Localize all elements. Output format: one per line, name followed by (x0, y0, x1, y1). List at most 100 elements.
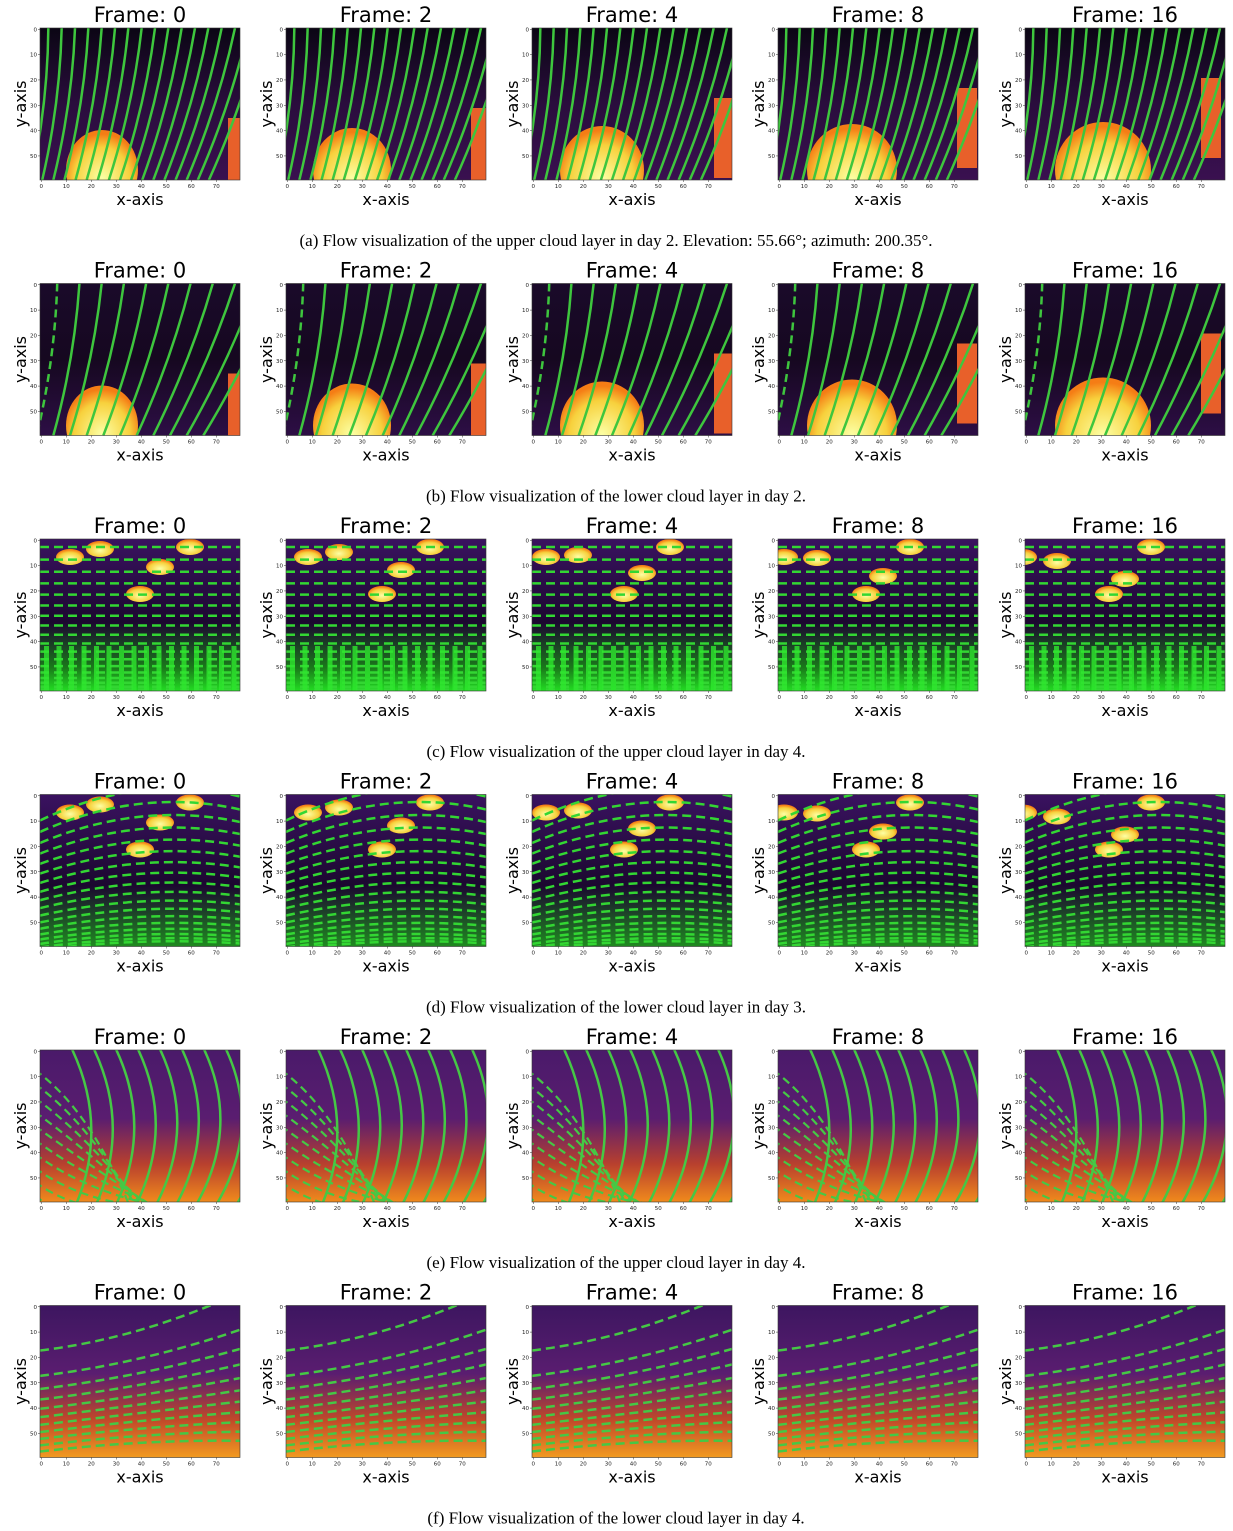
x-tick-label: 0 (1025, 695, 1029, 701)
flow-line (532, 800, 732, 834)
y-tick-label: 40 (768, 129, 775, 135)
x-tick-label: 30 (113, 1206, 120, 1212)
flow-image (778, 539, 978, 691)
x-tick-label: 0 (286, 184, 290, 190)
y-axis-label: y-axis (749, 336, 768, 383)
x-tick-label: 60 (680, 184, 687, 190)
x-tick-label: 50 (1148, 951, 1155, 957)
x-tick-label: 50 (655, 951, 662, 957)
flow-line (286, 932, 486, 946)
flow-line (812, 28, 841, 180)
x-tick-label: 70 (1198, 951, 1205, 957)
x-tick-label: 40 (876, 184, 883, 190)
x-tick-label: 60 (188, 695, 195, 701)
x-tick-label: 60 (188, 1462, 195, 1468)
y-tick-label: 50 (1015, 154, 1022, 160)
y-tick-label: 30 (276, 870, 283, 876)
flow-line (577, 28, 609, 180)
flow-line (1170, 28, 1222, 180)
flow-line (1048, 28, 1075, 180)
flow-line (1181, 1050, 1207, 1202)
flow-line (532, 849, 732, 875)
y-axis-label: y-axis (11, 591, 30, 638)
flow-line (599, 28, 635, 180)
flow-line (286, 1128, 395, 1202)
y-tick-label: 50 (522, 409, 529, 415)
flow-line (1153, 283, 1222, 436)
x-axis-label: x-axis (116, 1212, 163, 1231)
y-tick-label: 30 (276, 359, 283, 365)
x-tick-label: 60 (434, 1462, 441, 1468)
axes-frame (531, 27, 733, 181)
flow-line (778, 849, 978, 875)
flow-line (1120, 1050, 1142, 1202)
x-tick-label: 0 (532, 184, 536, 190)
axes-frame (531, 283, 733, 436)
x-tick-label: 0 (778, 695, 782, 701)
y-tick-label: 10 (30, 1330, 37, 1336)
flow-bar (686, 646, 691, 691)
cloud-blob (778, 549, 798, 565)
flow-line (96, 28, 130, 180)
flow-line (1159, 28, 1208, 180)
flow-line (1126, 28, 1168, 180)
flow-line (873, 283, 930, 436)
y-tick-label: 30 (522, 1125, 529, 1131)
flow-line (286, 921, 486, 936)
flow-line (1037, 28, 1062, 180)
y-tick-label: 20 (522, 333, 529, 339)
panel: Frame: 40 10 20 30 40 50 60 7001020304050x-axis… (503, 514, 733, 720)
y-tick-label: 10 (768, 819, 775, 825)
flow-line (778, 1142, 889, 1202)
y-tick-label: 10 (1015, 1075, 1022, 1081)
flow-line (923, 28, 975, 180)
axes-frame (285, 1305, 487, 1458)
flow-line (286, 1376, 486, 1411)
x-tick-label: 30 (1098, 440, 1105, 446)
flow-line (152, 28, 197, 180)
y-tick-label: 30 (522, 103, 529, 109)
flow-line (40, 1170, 121, 1202)
panel-title: Frame: 2 (340, 1281, 433, 1305)
x-tick-label: 20 (580, 184, 587, 190)
flow-line (1025, 1086, 1120, 1202)
y-tick-label: 0 (526, 538, 530, 544)
panel-title: Frame: 0 (94, 1025, 187, 1049)
y-tick-label: 0 (34, 1305, 38, 1311)
flow-line (954, 1050, 978, 1202)
flow-bar (206, 646, 212, 691)
x-tick-label: 70 (459, 951, 466, 957)
y-tick-label: 20 (1015, 1355, 1022, 1361)
flow-line (314, 283, 349, 436)
flow-line (532, 1328, 732, 1378)
flow-image (532, 794, 732, 947)
flow-bar (327, 646, 333, 691)
flow-line (331, 28, 363, 180)
flow-line (801, 28, 828, 180)
flow-line (823, 283, 864, 436)
x-tick-label: 0 (40, 184, 44, 190)
x-tick-label: 20 (334, 184, 341, 190)
x-axis-label: x-axis (1101, 1468, 1148, 1487)
y-tick-label: 40 (1015, 640, 1022, 646)
x-axis-label: x-axis (1101, 190, 1148, 209)
flow-bar (402, 646, 408, 691)
flow-line (1070, 28, 1102, 180)
flow-line (387, 28, 429, 180)
x-tick-label: 60 (926, 440, 933, 446)
x-tick-label: 70 (705, 1206, 712, 1212)
flow-line (40, 1363, 240, 1401)
cloud-blob (368, 586, 396, 602)
flow-image (1025, 1050, 1225, 1202)
flow-line (945, 98, 978, 180)
flow-line (286, 1184, 324, 1202)
flow-line (1025, 907, 1225, 924)
x-axis-label: x-axis (608, 1212, 655, 1231)
y-tick-label: 40 (1015, 1151, 1022, 1157)
cloud-blob (778, 804, 798, 821)
y-axis-label: y-axis (503, 80, 522, 127)
y-tick-label: 30 (30, 1125, 37, 1131)
x-tick-label: 10 (1048, 184, 1055, 190)
y-tick-label: 40 (30, 1406, 37, 1412)
flow-line (532, 826, 732, 855)
